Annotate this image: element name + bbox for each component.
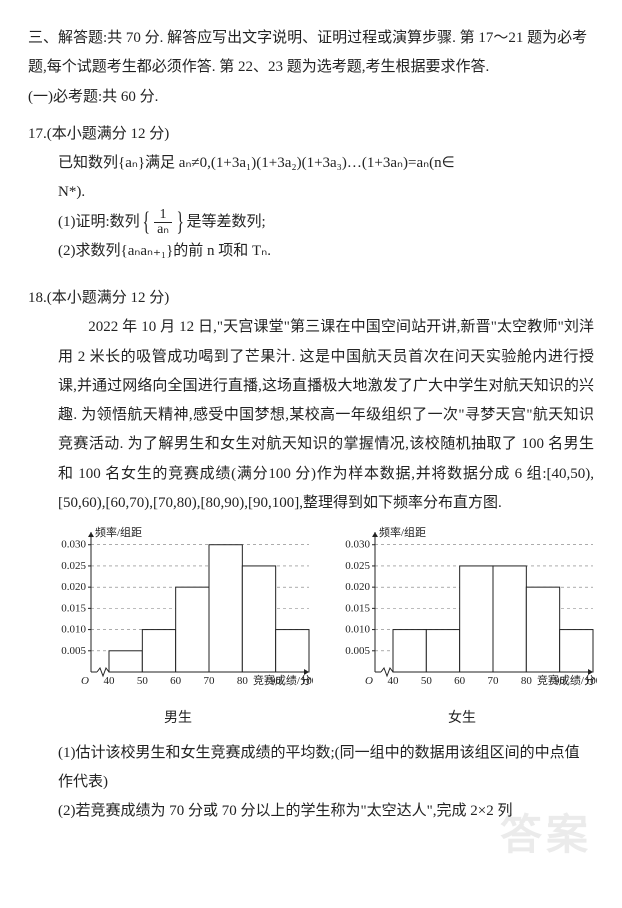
histogram-row: 0.005 0.010 0.015 0.020 0.025 0.030 40 50 60 70 80… <box>43 524 594 733</box>
q17-part2: (2)求数列{aₙaₙ₊₁}的前 n 项和 Tₙ. <box>28 237 594 266</box>
svg-text:0.030: 0.030 <box>61 539 86 551</box>
svg-text:0.030: 0.030 <box>345 539 370 551</box>
svg-text:0.005: 0.005 <box>61 645 86 657</box>
svg-text:40: 40 <box>104 675 116 687</box>
female-histogram: 0.005 0.010 0.015 0.020 0.025 0.030 40 50 60 70 80… <box>327 524 597 694</box>
q17-stem-line2: N*). <box>28 178 594 207</box>
svg-text:0.025: 0.025 <box>345 560 370 572</box>
svg-text:50: 50 <box>137 675 149 687</box>
q18-paragraph: 2022 年 10 月 12 日,"天宫课堂"第三课在中国空间站开讲,新晋"太空… <box>28 313 594 518</box>
fraction-den: aₙ <box>154 223 172 237</box>
svg-text:0.025: 0.025 <box>61 560 86 572</box>
svg-text:频率/组距: 频率/组距 <box>379 525 426 539</box>
svg-text:70: 70 <box>204 675 216 687</box>
q18-part2: (2)若竞赛成绩为 70 分或 70 分以上的学生称为"太空达人",完成 2×2… <box>28 797 594 826</box>
svg-text:80: 80 <box>521 675 533 687</box>
svg-text:0.020: 0.020 <box>345 581 370 593</box>
q17-title: 17.(本小题满分 12 分) <box>28 120 594 149</box>
female-chart-wrap: 0.005 0.010 0.015 0.020 0.025 0.030 40 50 60 70 80… <box>327 524 597 733</box>
q18-title: 18.(本小题满分 12 分) <box>28 284 594 313</box>
svg-text:0.015: 0.015 <box>61 602 86 614</box>
svg-text:O: O <box>365 675 373 687</box>
male-histogram: 0.005 0.010 0.015 0.020 0.025 0.030 40 50 60 70 80… <box>43 524 313 694</box>
svg-text:竞赛成绩/分: 竞赛成绩/分 <box>253 673 311 687</box>
svg-text:40: 40 <box>388 675 400 687</box>
q17-part1: (1)证明:数列{1aₙ}是等差数列; <box>28 208 594 237</box>
section-heading: 三、解答题:共 70 分. 解答应写出文字说明、证明过程或演算步骤. 第 17～… <box>28 24 594 83</box>
male-chart-title: 男生 <box>43 705 313 732</box>
section-subheading: (一)必考题:共 60 分. <box>28 83 594 112</box>
q17-part1-suffix: 是等差数列; <box>186 214 265 230</box>
q18-part1: (1)估计该校男生和女生竞赛成绩的平均数;(同一组中的数据用该组区间的中点值作代… <box>28 739 594 798</box>
svg-text:70: 70 <box>488 675 500 687</box>
svg-text:频率/组距: 频率/组距 <box>95 525 142 539</box>
svg-text:0.015: 0.015 <box>345 602 370 614</box>
q17-stem-line1: 已知数列{aₙ}满足 aₙ≠0,(1+3a₁)(1+3a₂)(1+3a₃)…(1… <box>28 149 594 178</box>
q17-part1-prefix: (1)证明:数列 <box>58 214 140 230</box>
fraction: 1aₙ <box>154 208 172 237</box>
svg-text:0.010: 0.010 <box>61 624 86 636</box>
svg-text:0.005: 0.005 <box>345 645 370 657</box>
svg-text:60: 60 <box>454 675 466 687</box>
svg-text:50: 50 <box>421 675 433 687</box>
fraction-num: 1 <box>154 208 172 223</box>
svg-text:0.020: 0.020 <box>61 581 86 593</box>
svg-text:竞赛成绩/分: 竞赛成绩/分 <box>537 673 595 687</box>
female-chart-title: 女生 <box>327 705 597 732</box>
svg-text:60: 60 <box>170 675 182 687</box>
svg-text:80: 80 <box>237 675 249 687</box>
male-chart-wrap: 0.005 0.010 0.015 0.020 0.025 0.030 40 50 60 70 80… <box>43 524 313 733</box>
svg-text:0.010: 0.010 <box>345 624 370 636</box>
svg-text:O: O <box>81 675 89 687</box>
